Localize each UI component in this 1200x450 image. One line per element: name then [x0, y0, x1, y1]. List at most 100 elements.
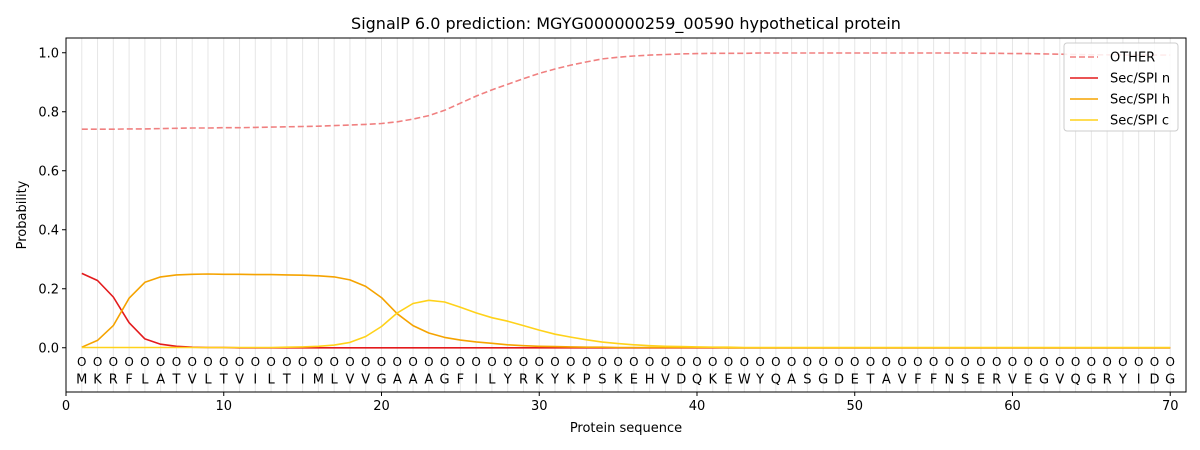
- position-label: O: [803, 355, 812, 369]
- legend-label: Sec/SPI n: [1110, 72, 1170, 87]
- position-label: O: [345, 355, 354, 369]
- residue-label: F: [930, 373, 937, 388]
- y-tick-label: 0.8: [38, 105, 59, 120]
- position-label: O: [598, 355, 607, 369]
- residue-label: G: [1086, 373, 1096, 388]
- legend-label: Sec/SPI h: [1110, 93, 1170, 108]
- y-tick-label: 0.0: [38, 341, 59, 356]
- residue-label: F: [125, 373, 132, 388]
- position-label: O: [582, 355, 591, 369]
- position-label: O: [1165, 355, 1174, 369]
- residue-label: A: [882, 373, 891, 388]
- x-tick-label: 70: [1162, 399, 1179, 414]
- position-label: O: [613, 355, 622, 369]
- position-label: O: [629, 355, 638, 369]
- residue-label: K: [567, 373, 576, 388]
- position-label: O: [1024, 355, 1033, 369]
- residue-label: D: [1149, 373, 1159, 388]
- residue-label: A: [424, 373, 433, 388]
- position-label: O: [203, 355, 212, 369]
- residue-label: A: [156, 373, 165, 388]
- position-label: O: [408, 355, 417, 369]
- residue-label: T: [171, 373, 180, 388]
- position-label: O: [913, 355, 922, 369]
- residue-label: M: [313, 373, 324, 388]
- residue-label: R: [519, 373, 528, 388]
- position-label: O: [755, 355, 764, 369]
- series-line-other: [81, 52, 1171, 130]
- position-label: O: [503, 355, 512, 369]
- position-label: O: [661, 355, 670, 369]
- x-tick-label: 50: [846, 399, 863, 414]
- residue-label: Y: [550, 373, 559, 388]
- residue-label: V: [235, 373, 244, 388]
- residue-label: L: [141, 373, 149, 388]
- legend: OTHER Sec/SPI n Sec/SPI h Sec/SPI c: [1063, 42, 1179, 132]
- residue-label: F: [914, 373, 921, 388]
- residue-label: S: [598, 373, 606, 388]
- residue-label: E: [724, 373, 732, 388]
- position-label: O: [692, 355, 701, 369]
- residue-label: W: [738, 373, 751, 388]
- position-label: O: [424, 355, 433, 369]
- position-label: O: [550, 355, 559, 369]
- residue-label: V: [345, 373, 354, 388]
- position-label: O: [282, 355, 291, 369]
- position-label: O: [109, 355, 118, 369]
- position-label: O: [519, 355, 528, 369]
- residue-label: L: [331, 373, 339, 388]
- position-label: O: [1134, 355, 1143, 369]
- residue-label: R: [992, 373, 1001, 388]
- residue-label: Q: [692, 373, 702, 388]
- residue-label: K: [614, 373, 623, 388]
- residue-label: G: [818, 373, 828, 388]
- residue-label: V: [661, 373, 670, 388]
- residue-label: K: [535, 373, 544, 388]
- y-axis-label: Probability: [15, 180, 30, 249]
- residue-label: Y: [503, 373, 512, 388]
- residue-label: S: [803, 373, 811, 388]
- position-label: O: [787, 355, 796, 369]
- residue-label: E: [1024, 373, 1032, 388]
- position-label: O: [329, 355, 338, 369]
- series-line-sec-spi-h: [81, 273, 1171, 349]
- position-label: O: [645, 355, 654, 369]
- position-label: O: [487, 355, 496, 369]
- position-label: O: [897, 355, 906, 369]
- residue-label: M: [76, 373, 87, 388]
- residue-label: D: [834, 373, 844, 388]
- position-label: O: [187, 355, 196, 369]
- position-label: O: [960, 355, 969, 369]
- residue-label: Q: [771, 373, 781, 388]
- x-tick-label: 30: [531, 399, 548, 414]
- residue-label: V: [188, 373, 197, 388]
- residue-label: Y: [755, 373, 764, 388]
- residue-label: S: [961, 373, 969, 388]
- residue-label: Q: [1070, 373, 1080, 388]
- position-label: O: [219, 355, 228, 369]
- position-label: O: [976, 355, 985, 369]
- residue-label: G: [1165, 373, 1175, 388]
- y-tick-label: 0.6: [38, 164, 59, 179]
- position-label: O: [377, 355, 386, 369]
- residue-label: E: [977, 373, 985, 388]
- position-label: O: [1055, 355, 1064, 369]
- position-label: O: [834, 355, 843, 369]
- position-label: O: [1150, 355, 1159, 369]
- residue-label: I: [1137, 373, 1141, 388]
- residue-label: V: [361, 373, 370, 388]
- chart-title: SignalP 6.0 prediction: MGYG000000259_00…: [351, 14, 901, 34]
- residue-label: D: [676, 373, 686, 388]
- residue-label: Y: [1118, 373, 1127, 388]
- residue-label: G: [440, 373, 450, 388]
- position-label: O: [724, 355, 733, 369]
- residue-label: V: [1055, 373, 1064, 388]
- residue-label: I: [474, 373, 478, 388]
- residue-label: K: [93, 373, 102, 388]
- position-label: O: [456, 355, 465, 369]
- position-label: O: [393, 355, 402, 369]
- y-tick-label: 0.4: [38, 223, 59, 238]
- position-label: O: [1102, 355, 1111, 369]
- y-tick-label: 0.2: [38, 282, 59, 297]
